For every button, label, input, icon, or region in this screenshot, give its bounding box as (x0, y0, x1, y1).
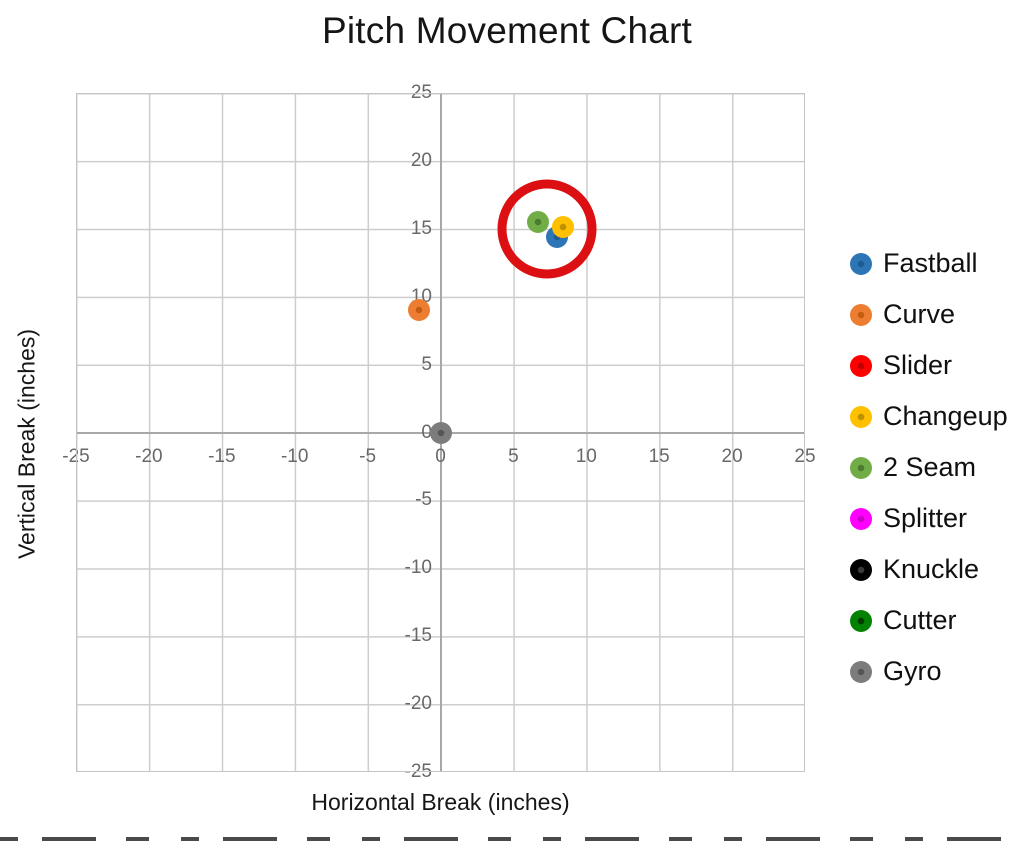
legend-marker-gyro (850, 660, 872, 683)
legend-item-fastball: Fastball (850, 238, 1008, 289)
y-tick-label: 15 (410, 217, 432, 239)
legend-marker-curve (850, 303, 872, 326)
legend-marker-fastball (850, 252, 872, 275)
x-tick-label: 10 (575, 446, 597, 467)
legend-label: 2 Seam (883, 452, 977, 482)
legend-marker-splitter (850, 507, 872, 530)
x-tick-label: 20 (721, 446, 743, 467)
y-tick-label: 5 (421, 353, 432, 375)
legend-label: Splitter (883, 503, 968, 533)
x-tick-label: 25 (794, 446, 816, 467)
legend-marker-2-seam (850, 456, 872, 479)
x-axis-title: Horizontal Break (inches) (311, 789, 570, 815)
legend-item-2-seam: 2 Seam (850, 442, 1008, 493)
legend-marker-changeup (850, 405, 872, 428)
legend-marker-cutter (850, 609, 872, 632)
bottom-edge-artifact (0, 837, 1024, 841)
x-tick-label: 5 (508, 446, 519, 467)
legend-label: Changeup (883, 401, 1008, 431)
x-tick-label: -20 (135, 446, 163, 467)
x-tick-label: -10 (280, 446, 309, 467)
y-tick-label: -10 (404, 557, 432, 579)
plot-area: -25 -20 -15 -10 -5 0 5 10 15 20 25 25 20 15 10 5 0 -5 -10… (62, 82, 815, 782)
legend-item-knuckle: Knuckle (850, 544, 1008, 595)
x-tick-label: -15 (208, 446, 236, 467)
x-tick-label: 0 (435, 446, 446, 467)
legend-item-slider: Slider (850, 340, 1008, 391)
legend-marker-knuckle (850, 558, 872, 581)
data-point-curve (407, 299, 430, 322)
annotation-circle (497, 179, 597, 279)
legend-item-changeup: Changeup (850, 391, 1008, 442)
legend-marker-slider (850, 354, 872, 377)
legend-item-cutter: Cutter (850, 595, 1008, 646)
chart-title: Pitch Movement Chart (321, 10, 693, 51)
y-tick-label: 20 (410, 149, 432, 171)
y-tick-label: -15 (404, 625, 432, 647)
y-tick-label: 25 (410, 82, 432, 103)
data-point-gyro (429, 421, 452, 444)
y-tick-label: -25 (404, 761, 432, 782)
y-tick-label: 0 (421, 421, 432, 443)
legend-label: Knuckle (883, 554, 980, 584)
x-tick-label: 15 (648, 446, 670, 467)
legend: Fastball Curve Slider Changeup 2 Seam Splitte… (850, 238, 1008, 697)
legend-item-gyro: Gyro (850, 646, 1008, 697)
legend-label: Cutter (883, 605, 957, 635)
legend-label: Fastball (883, 248, 978, 278)
legend-item-curve: Curve (850, 289, 1008, 340)
x-tick-label: -5 (359, 446, 377, 467)
legend-label: Curve (883, 299, 956, 329)
legend-label: Slider (883, 350, 953, 380)
legend-label: Gyro (883, 656, 942, 686)
y-axis-title: Vertical Break (inches) (13, 328, 40, 560)
legend-item-splitter: Splitter (850, 493, 1008, 544)
y-tick-label: -5 (415, 489, 432, 511)
x-tick-label: -25 (62, 446, 90, 467)
y-tick-label: -20 (404, 693, 432, 715)
